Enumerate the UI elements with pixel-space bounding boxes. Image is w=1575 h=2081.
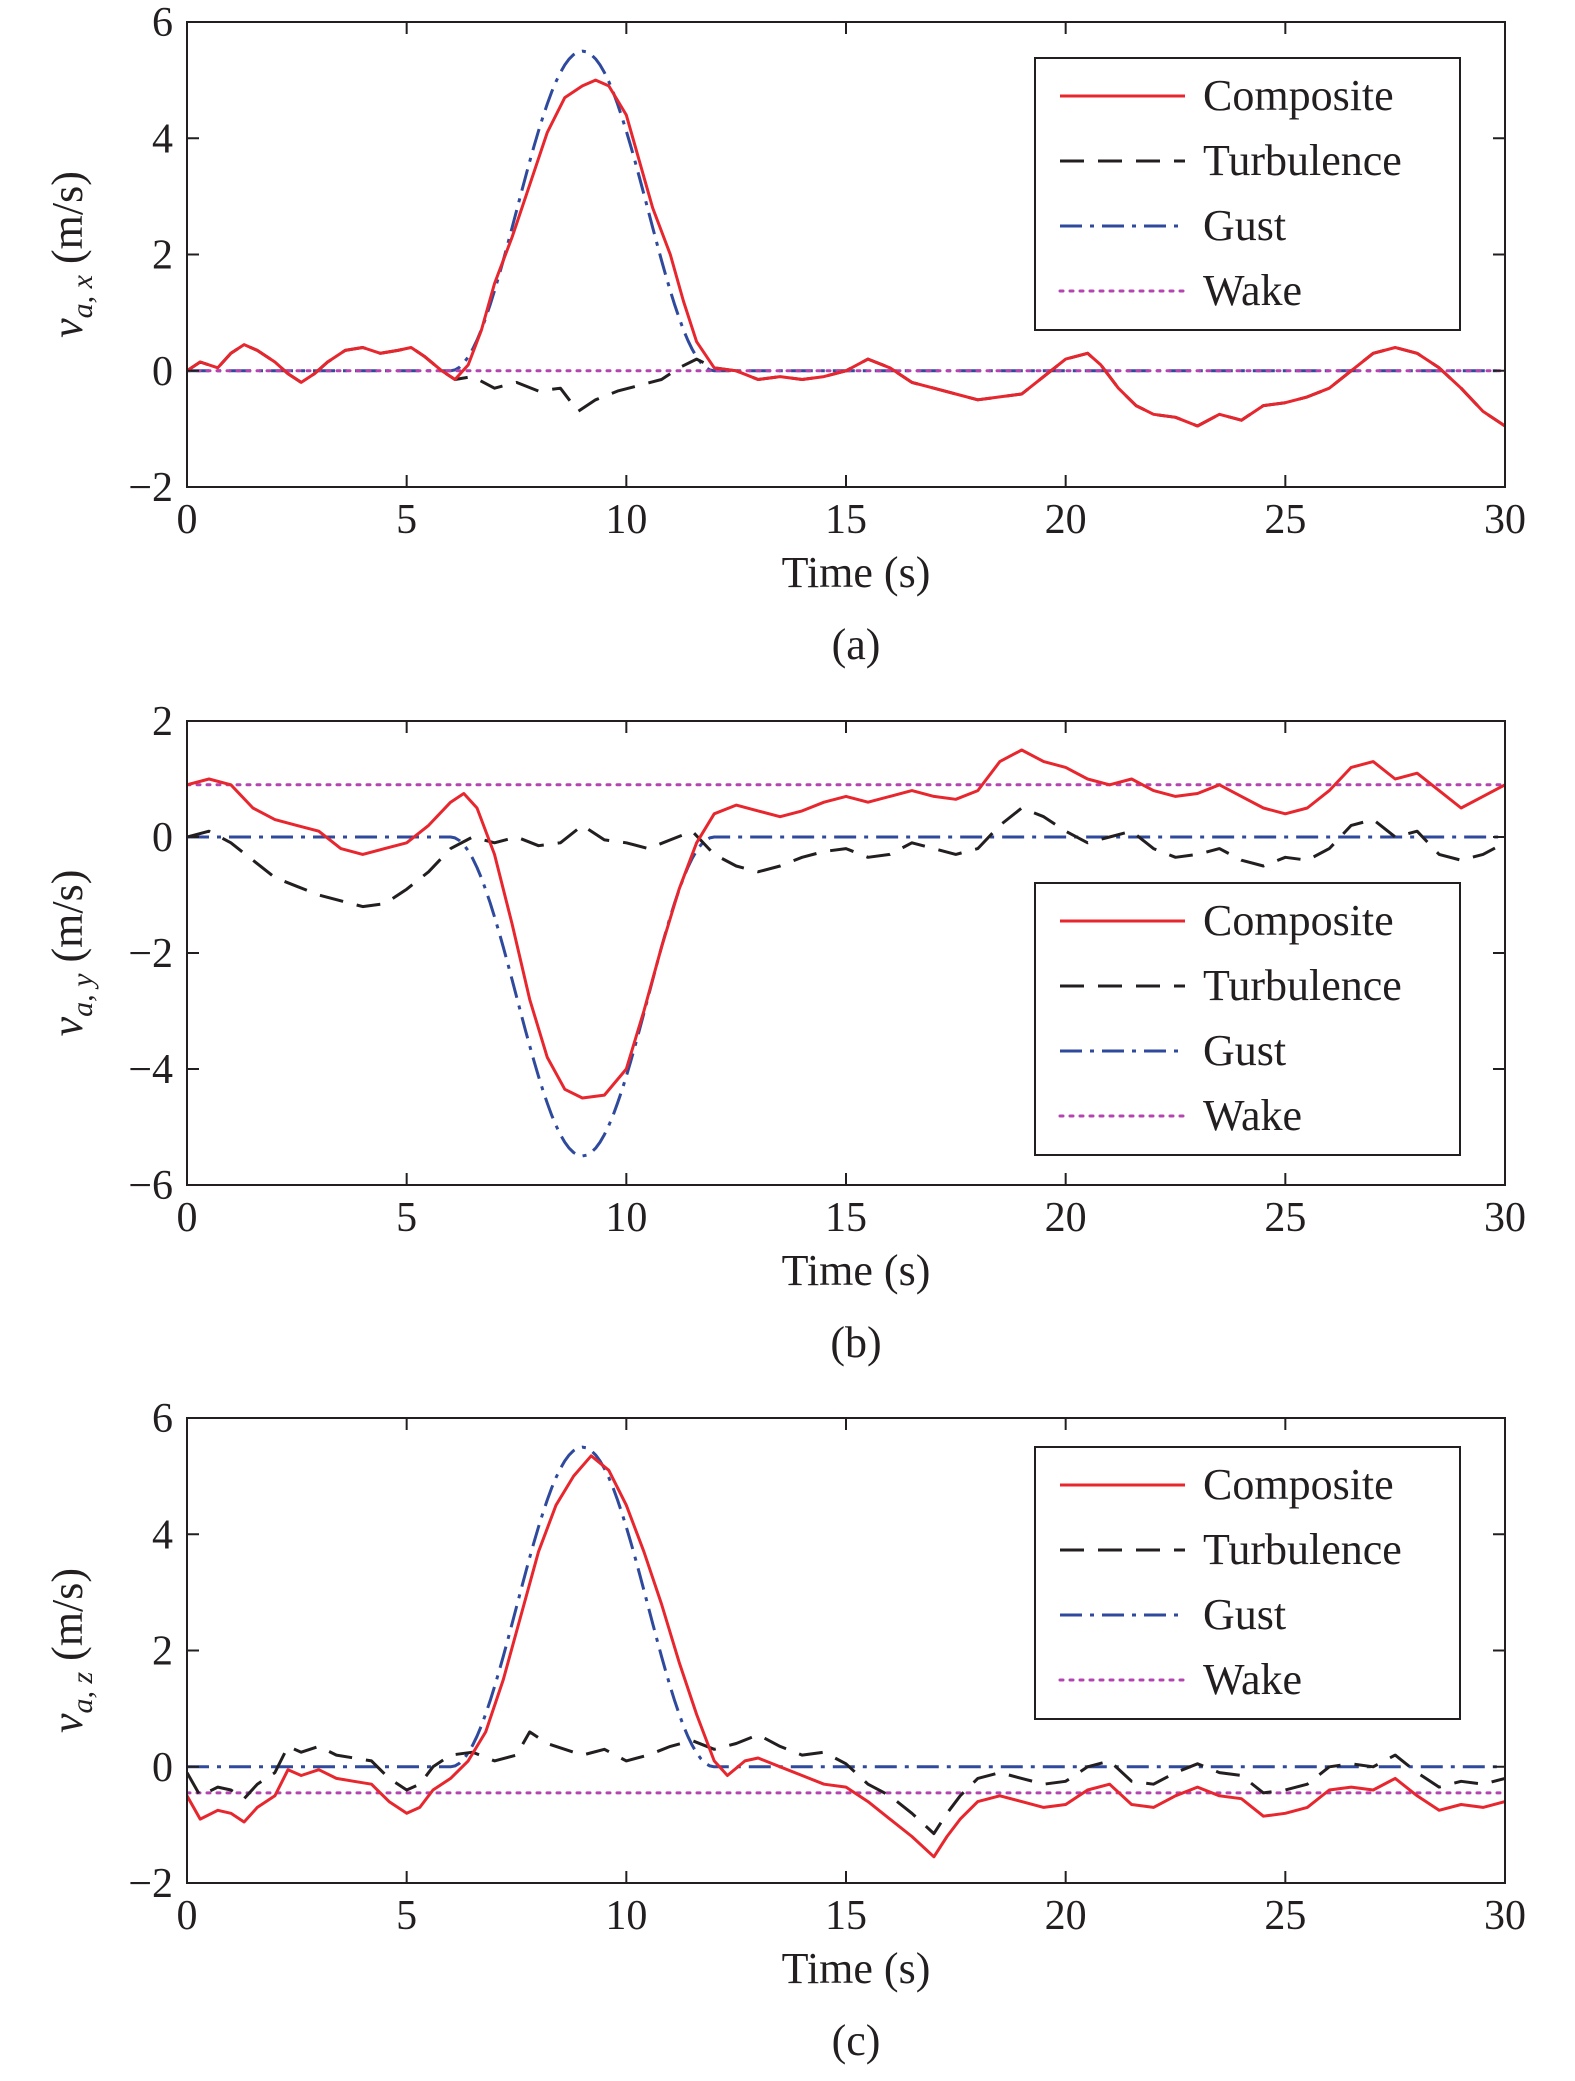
- panel-caption: (a): [832, 620, 881, 669]
- x-tick-label: 30: [1484, 497, 1526, 543]
- legend-label-gust: Gust: [1203, 201, 1286, 250]
- series-line-turbulence: [187, 1730, 1505, 1836]
- y-axis-label-subscript: a, y: [66, 973, 99, 1017]
- y-tick-label: −6: [128, 1163, 173, 1209]
- x-axis-label: Time (s): [782, 548, 931, 597]
- x-tick-label: 20: [1045, 1195, 1087, 1241]
- y-tick-label: −2: [128, 465, 173, 511]
- x-tick-label: 0: [177, 1893, 198, 1939]
- x-axis-label: Time (s): [782, 1246, 931, 1295]
- plot-area: [187, 1445, 1505, 1859]
- x-axis-label: Time (s): [782, 1944, 931, 1993]
- x-tick-label: 0: [177, 497, 198, 543]
- y-tick-label: −4: [128, 1047, 173, 1093]
- series-line-gust: [187, 1445, 1505, 1769]
- x-tick-label: 5: [396, 1195, 417, 1241]
- y-axis-label-subscript: a, x: [66, 274, 99, 318]
- panel-caption: (c): [832, 2016, 881, 2065]
- x-tick-label: 20: [1045, 497, 1087, 543]
- x-tick-label: 30: [1484, 1893, 1526, 1939]
- y-axis-label: va, x (m/s): [43, 171, 99, 338]
- x-tick-label: 30: [1484, 1195, 1526, 1241]
- y-tick-label: 2: [152, 699, 173, 745]
- legend-label-turbulence: Turbulence: [1203, 1525, 1402, 1574]
- y-axis-label-unit: (m/s): [43, 171, 92, 275]
- legend-label-wake: Wake: [1203, 266, 1302, 315]
- x-tick-label: 10: [605, 1893, 647, 1939]
- legend-label-turbulence: Turbulence: [1203, 961, 1402, 1010]
- x-tick-label: 15: [825, 497, 867, 543]
- y-tick-label: 6: [152, 1396, 173, 1442]
- x-tick-label: 10: [605, 1195, 647, 1241]
- x-tick-label: 15: [825, 1195, 867, 1241]
- legend-box: [1034, 1446, 1461, 1720]
- legend-box: [1034, 57, 1461, 331]
- legend-label-composite: Composite: [1203, 896, 1394, 945]
- y-tick-label: 6: [152, 0, 173, 46]
- legend-label-turbulence: Turbulence: [1203, 136, 1402, 185]
- y-axis-label: va, y (m/s): [43, 870, 99, 1037]
- plot-area: [187, 49, 1505, 428]
- x-tick-label: 10: [605, 497, 647, 543]
- legend-label-wake: Wake: [1203, 1091, 1302, 1140]
- series-line-composite: [187, 748, 1505, 1100]
- y-axis-label-symbol: v: [43, 1016, 92, 1036]
- plot-area: [187, 748, 1505, 1158]
- x-tick-label: 20: [1045, 1893, 1087, 1939]
- legend-label-composite: Composite: [1203, 71, 1394, 120]
- x-tick-label: 25: [1264, 1195, 1306, 1241]
- y-tick-label: 2: [152, 1629, 173, 1675]
- y-tick-label: −2: [128, 1861, 173, 1907]
- panel-caption: (b): [830, 1318, 881, 1367]
- x-tick-label: 5: [396, 497, 417, 543]
- y-tick-label: 2: [152, 233, 173, 279]
- y-axis-label-subscript: a, z: [66, 1672, 99, 1714]
- y-axis-label: va, z (m/s): [43, 1568, 99, 1733]
- y-tick-label: 0: [152, 349, 173, 395]
- series-line-composite: [187, 1454, 1505, 1859]
- x-tick-label: 0: [177, 1195, 198, 1241]
- y-tick-label: 0: [152, 815, 173, 861]
- legend-label-gust: Gust: [1203, 1026, 1286, 1075]
- legend-label-wake: Wake: [1203, 1655, 1302, 1704]
- y-axis-label-unit: (m/s): [43, 1568, 92, 1672]
- legend-label-composite: Composite: [1203, 1460, 1394, 1509]
- y-axis-label-unit: (m/s): [43, 870, 92, 974]
- legend: Composite Turbulence Gust Wake: [1034, 1446, 1461, 1720]
- legend-box: [1034, 882, 1461, 1156]
- x-tick-label: 25: [1264, 497, 1306, 543]
- y-tick-label: 4: [152, 1512, 173, 1558]
- y-tick-label: 0: [152, 1745, 173, 1791]
- y-tick-label: 4: [152, 116, 173, 162]
- y-axis-label-symbol: v: [43, 1713, 92, 1733]
- x-tick-label: 25: [1264, 1893, 1306, 1939]
- legend: Composite Turbulence Gust Wake: [1034, 57, 1461, 331]
- series-line-gust: [187, 835, 1505, 1158]
- series-line-composite: [187, 78, 1505, 428]
- legend: Composite Turbulence Gust Wake: [1034, 882, 1461, 1156]
- legend-label-gust: Gust: [1203, 1590, 1286, 1639]
- y-axis-label-symbol: v: [43, 318, 92, 338]
- x-tick-label: 5: [396, 1893, 417, 1939]
- x-tick-label: 15: [825, 1893, 867, 1939]
- series-line-turbulence: [187, 806, 1505, 909]
- y-tick-label: −2: [128, 931, 173, 977]
